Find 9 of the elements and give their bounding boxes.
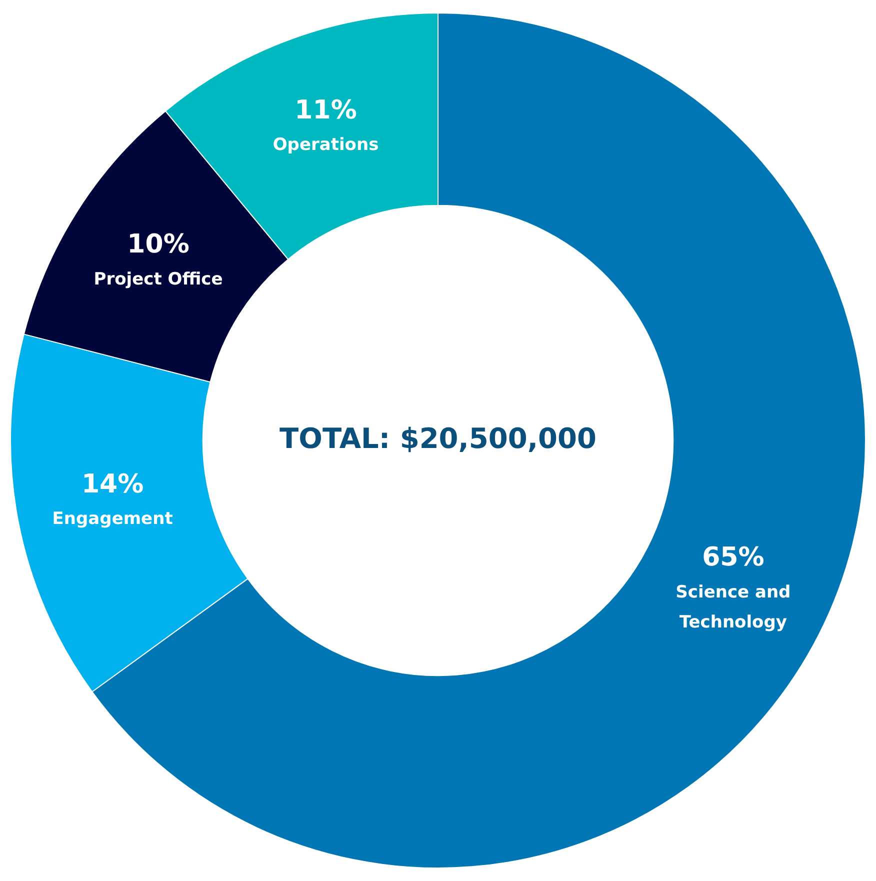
slice-label: Project Office	[94, 269, 223, 290]
data-label: 65%	[702, 542, 764, 573]
data-label: 14%	[81, 469, 144, 500]
slice-label: Engagement	[52, 509, 173, 530]
data-label: 10%	[127, 230, 190, 260]
data-label: 11%	[294, 96, 357, 126]
slice-label: Science and Technology	[676, 582, 791, 632]
slice-label: Operations	[272, 135, 379, 156]
text: TOTAL: $20,500,000	[280, 422, 596, 455]
